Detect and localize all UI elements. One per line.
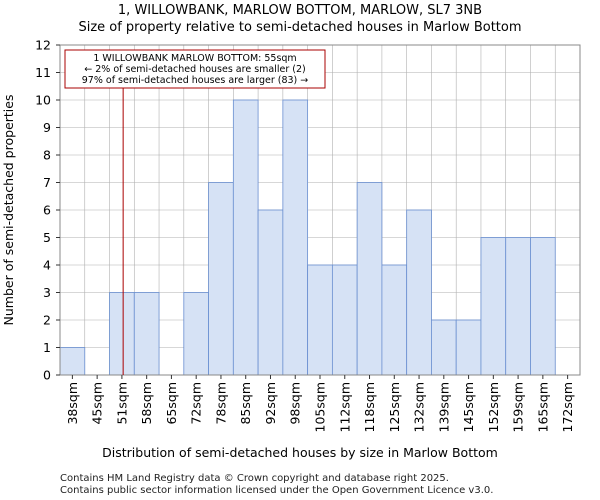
x-axis-label: Distribution of semi-detached houses by …: [102, 445, 498, 460]
annotation-line-2: ← 2% of semi-detached houses are smaller…: [84, 64, 305, 75]
x-tick-label: 112sqm: [337, 382, 352, 432]
x-tick-label: 172sqm: [560, 382, 575, 432]
bar-58sqm: [133, 292, 160, 376]
annotation-frame: [64, 49, 326, 89]
x-axis-ticks: 38sqm 45sqm 51sqm 58sqm 65sqm 72sqm 78sqm 85sqm…: [65, 375, 575, 432]
bar-98sqm: [282, 99, 309, 376]
y-tick-label: 3: [43, 285, 51, 300]
bar-132sqm: [406, 209, 432, 376]
bar-118sqm: [356, 182, 383, 376]
y-tick-label: 5: [43, 230, 51, 245]
y-tick-label: 12: [35, 38, 51, 53]
bar-112sqm: [331, 264, 358, 376]
bar-152sqm: [480, 237, 507, 376]
bar-72sqm: [183, 292, 209, 376]
x-tick-label: 65sqm: [164, 382, 179, 425]
annotation-line-3: 97% of semi-detached houses are larger (…: [82, 75, 309, 86]
x-tick-label: 145sqm: [461, 382, 476, 432]
footer-line-1: Contains HM Land Registry data © Crown c…: [60, 473, 449, 484]
bar-85sqm: [232, 99, 259, 376]
bars: [59, 99, 556, 376]
x-tick-label: 78sqm: [213, 382, 228, 425]
x-tick-label: 51sqm: [114, 382, 129, 425]
x-tick-label: 118sqm: [362, 382, 377, 432]
x-tick-label: 159sqm: [511, 382, 526, 432]
x-tick-label: 105sqm: [313, 382, 328, 432]
y-tick-label: 6: [43, 203, 51, 218]
annotation-line-1: 1 WILLOWBANK MARLOW BOTTOM: 55sqm: [93, 53, 296, 64]
footer-line-2: Contains public sector information licen…: [60, 485, 493, 496]
y-tick-label: 2: [43, 313, 51, 328]
y-tick-label: 9: [43, 120, 51, 135]
x-tick-label: 58sqm: [139, 382, 154, 425]
y-axis-label: Number of semi-detached properties: [1, 95, 16, 326]
x-tick-label: 85sqm: [238, 382, 253, 425]
bar-78sqm: [208, 182, 234, 376]
y-tick-label: 8: [43, 148, 51, 163]
bar-92sqm: [257, 209, 284, 376]
bar-159sqm: [505, 237, 531, 376]
x-tick-label: 132sqm: [412, 382, 427, 432]
x-tick-label: 92sqm: [263, 382, 278, 425]
x-tick-label: 125sqm: [387, 382, 402, 432]
bar-145sqm: [455, 319, 482, 376]
y-tick-label: 4: [43, 258, 51, 273]
y-tick-label: 1: [43, 340, 51, 355]
y-tick-label: 10: [35, 93, 51, 108]
annotation-box: 1 WILLOWBANK MARLOW BOTTOM: 55sqm ← 2% o…: [64, 49, 326, 89]
x-tick-label: 139sqm: [436, 382, 451, 432]
bar-139sqm: [431, 319, 457, 376]
bar-105sqm: [307, 264, 333, 376]
x-tick-label: 72sqm: [189, 382, 204, 425]
chart-subtitle: Size of property relative to semi-detach…: [78, 20, 521, 35]
x-tick-label: 152sqm: [486, 382, 501, 432]
bar-165sqm: [530, 237, 556, 376]
y-tick-label: 7: [43, 175, 51, 190]
bar-38sqm: [59, 347, 86, 376]
bar-51sqm: [109, 292, 135, 376]
bar-125sqm: [381, 264, 408, 376]
x-tick-label: 165sqm: [535, 382, 550, 432]
x-tick-label: 45sqm: [90, 382, 105, 425]
x-tick-label: 38sqm: [65, 382, 80, 425]
x-tick-label: 98sqm: [288, 382, 303, 425]
chart-title: 1, WILLOWBANK, MARLOW BOTTOM, MARLOW, SL…: [118, 3, 482, 18]
y-tick-label: 11: [35, 65, 51, 80]
y-tick-label: 0: [43, 368, 51, 383]
